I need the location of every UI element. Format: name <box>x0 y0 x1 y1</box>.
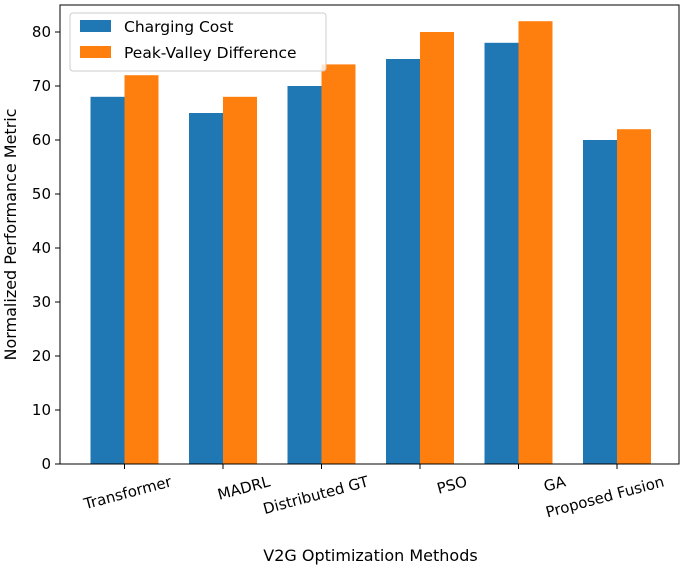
bar-peak-valley-difference-distributed-gt <box>321 64 356 465</box>
bar-peak-valley-difference-madrl <box>223 96 257 465</box>
x-axis-label: V2G Optimization Methods <box>263 546 477 565</box>
y-tick-label: 10 <box>32 401 51 419</box>
bar-charging-cost-madrl <box>189 113 223 464</box>
bar-charging-cost-pso <box>386 59 420 464</box>
y-tick-label: 0 <box>41 455 51 473</box>
legend-label: Charging Cost <box>124 18 233 36</box>
x-tick-label: GA <box>542 472 569 495</box>
bar-peak-valley-difference-proposed-fusion <box>617 129 651 464</box>
legend-swatch <box>80 20 111 32</box>
y-tick-label: 20 <box>32 347 51 365</box>
legend-frame <box>69 12 327 72</box>
y-axis-label: Normalized Performance Metric <box>1 108 20 360</box>
bar-charging-cost-transformer <box>90 96 125 465</box>
bar-peak-valley-difference-ga <box>518 21 553 464</box>
bar-peak-valley-difference-pso <box>420 32 454 464</box>
y-tick-label: 30 <box>32 293 51 311</box>
legend: Charging Cost Peak-Valley Difference <box>69 12 327 72</box>
y-tick-label: 60 <box>32 131 51 149</box>
x-tick-label: Transformer <box>81 472 174 513</box>
y-tick-label: 50 <box>32 185 51 203</box>
x-tick-label: Distributed GT <box>261 472 371 518</box>
bar-peak-valley-difference-transformer <box>124 75 159 464</box>
y-tick-label: 80 <box>32 23 51 41</box>
legend-swatch <box>80 46 111 58</box>
y-tick-label: 40 <box>32 239 51 257</box>
axes-frame <box>59 4 680 465</box>
legend-label: Peak-Valley Difference <box>124 44 297 62</box>
bar-charging-cost-proposed-fusion <box>583 140 617 464</box>
bar-charging-cost-ga <box>484 42 519 465</box>
y-tick-label: 70 <box>32 77 51 95</box>
bar-charging-cost-distributed-gt <box>287 86 322 464</box>
x-tick-label: PSO <box>435 472 469 497</box>
bars-layer <box>90 21 651 465</box>
